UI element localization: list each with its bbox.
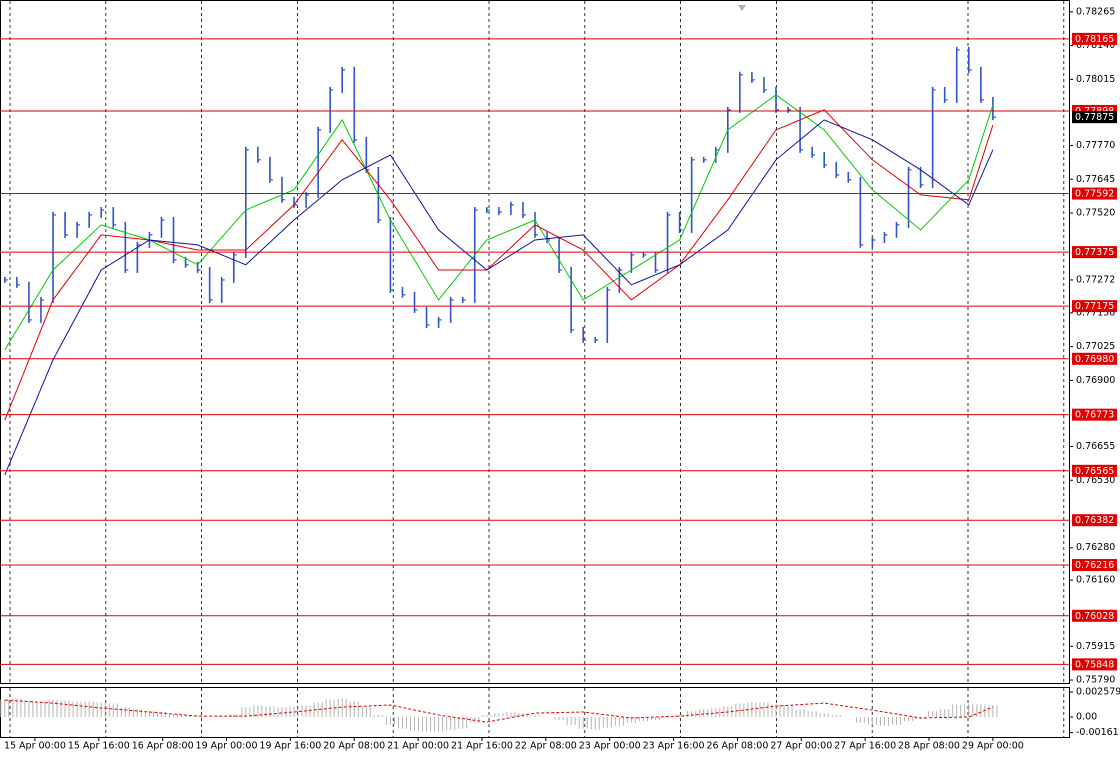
x-tick-label: 26 Apr 08:00 bbox=[706, 741, 768, 752]
x-tick-label: 16 Apr 08:00 bbox=[132, 741, 194, 752]
level-label: 0.77375 bbox=[1075, 247, 1114, 258]
moving-average bbox=[4, 119, 994, 476]
x-tick-label: 23 Apr 00:00 bbox=[579, 741, 641, 752]
x-tick-label: 21 Apr 16:00 bbox=[451, 741, 513, 752]
level-label-box bbox=[1072, 514, 1117, 527]
y-tick-label: 0.77150 bbox=[1076, 307, 1115, 318]
level-label: 0.75848 bbox=[1075, 659, 1114, 670]
level-label: 0.77592 bbox=[1075, 189, 1114, 200]
level-label: 0.76980 bbox=[1075, 354, 1114, 365]
x-tick-label: 15 Apr 00:00 bbox=[4, 741, 66, 752]
level-label: 0.76773 bbox=[1075, 410, 1114, 421]
indicator-y-tick-label: -0.00161 bbox=[1076, 727, 1119, 738]
level-label-box bbox=[1072, 559, 1117, 572]
y-tick-label: 0.77520 bbox=[1076, 207, 1115, 218]
x-tick-label: 20 Apr 08:00 bbox=[323, 741, 385, 752]
y-tick-label: 0.76655 bbox=[1076, 441, 1115, 452]
level-label: 0.76028 bbox=[1075, 611, 1114, 622]
level-label: 0.76565 bbox=[1075, 466, 1114, 477]
level-label: 0.76382 bbox=[1075, 515, 1114, 526]
y-tick-label: 0.76280 bbox=[1076, 542, 1115, 553]
y-tick-label: 0.76900 bbox=[1076, 375, 1115, 386]
indicator-y-tick-label: 0.00 bbox=[1076, 712, 1097, 723]
x-tick-label: 22 Apr 08:00 bbox=[515, 741, 577, 752]
x-tick-label: 29 Apr 00:00 bbox=[962, 741, 1024, 752]
main-frame bbox=[0, 0, 1070, 684]
level-label-box bbox=[1072, 187, 1117, 200]
y-tick-label: 0.76530 bbox=[1076, 475, 1115, 486]
x-tick-label: 21 Apr 00:00 bbox=[387, 741, 449, 752]
x-tick-label: 27 Apr 00:00 bbox=[770, 741, 832, 752]
level-label-box bbox=[1072, 408, 1117, 421]
level-label-box bbox=[1072, 658, 1117, 671]
moving-average bbox=[4, 109, 994, 421]
y-tick-label: 0.78015 bbox=[1076, 74, 1115, 85]
y-tick-label: 0.77770 bbox=[1076, 140, 1115, 151]
level-label: 0.76216 bbox=[1075, 560, 1114, 571]
x-tick-label: 19 Apr 16:00 bbox=[259, 741, 321, 752]
y-tick-label: 0.75790 bbox=[1076, 675, 1115, 686]
level-label-box bbox=[1072, 246, 1117, 259]
indicator-y-tick-label: 0.002579 bbox=[1076, 687, 1120, 698]
y-tick-label: 0.76160 bbox=[1076, 575, 1115, 586]
last-price-box bbox=[1072, 111, 1117, 124]
shift-marker bbox=[738, 5, 746, 11]
level-label: 0.77175 bbox=[1075, 301, 1114, 312]
level-label-box bbox=[1072, 32, 1117, 45]
level-label-box bbox=[1072, 300, 1117, 313]
level-label-box bbox=[1072, 464, 1117, 477]
y-tick-label: 0.77645 bbox=[1076, 174, 1115, 185]
level-label-box bbox=[1072, 609, 1117, 622]
x-tick-label: 23 Apr 16:00 bbox=[643, 741, 705, 752]
y-tick-label: 0.77272 bbox=[1076, 274, 1115, 285]
last-price-label: 0.77875 bbox=[1075, 112, 1114, 123]
level-label: 0.78165 bbox=[1075, 34, 1114, 45]
level-label-box bbox=[1072, 352, 1117, 365]
y-tick-label: 0.75915 bbox=[1076, 641, 1115, 652]
y-tick-label: 0.77025 bbox=[1076, 341, 1115, 352]
x-tick-label: 27 Apr 16:00 bbox=[834, 741, 896, 752]
x-tick-label: 15 Apr 16:00 bbox=[68, 741, 130, 752]
x-tick-label: 19 Apr 00:00 bbox=[196, 741, 258, 752]
y-tick-label: 0.78265 bbox=[1076, 6, 1115, 17]
y-tick-label: 0.78140 bbox=[1076, 40, 1115, 51]
x-tick-label: 28 Apr 08:00 bbox=[898, 741, 960, 752]
